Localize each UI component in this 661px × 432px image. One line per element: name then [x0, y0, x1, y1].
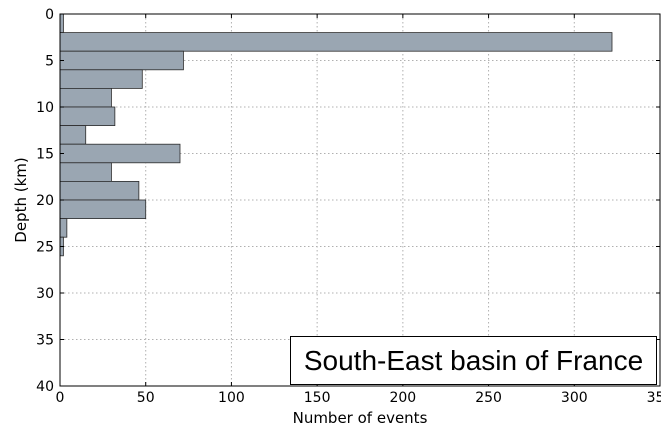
histogram-bar — [59, 180, 140, 201]
histogram-bar — [59, 13, 64, 34]
region-annotation-text: South-East basin of France — [303, 344, 644, 376]
x-tick-label: 200 — [389, 390, 416, 406]
histogram-bar — [59, 50, 184, 71]
y-tick-label: 25 — [36, 240, 54, 256]
y-tick-label: 30 — [36, 286, 54, 302]
histogram-bar — [59, 69, 143, 89]
x-tick-label: 300 — [561, 390, 588, 406]
y-tick-label: 0 — [45, 7, 54, 23]
histogram-bar — [59, 162, 112, 182]
histogram-bar — [59, 88, 112, 108]
histogram-bar — [59, 199, 147, 220]
histogram-bar — [59, 106, 116, 127]
x-tick-label: 250 — [475, 390, 502, 406]
y-tick-label: 10 — [36, 100, 54, 116]
ticks: 0 50 100 150 200 250 300 350 0 5 10 15 20 25 30 35 40 — [36, 7, 661, 406]
x-tick-label: 50 — [137, 390, 155, 406]
histogram-bar — [59, 125, 87, 145]
y-tick-label: 20 — [36, 193, 54, 209]
histogram-bar — [59, 218, 68, 238]
region-annotation-box: South-East basin of France — [290, 336, 657, 385]
histogram-bar — [59, 32, 613, 52]
x-tick-label: 150 — [304, 390, 331, 406]
histogram-bar — [59, 143, 181, 164]
x-tick-label: 350 — [647, 390, 661, 406]
y-axis-title: Depth (km) — [12, 157, 30, 242]
x-axis-title: Number of events — [293, 409, 428, 427]
y-tick-label: 5 — [45, 54, 54, 70]
y-tick-label: 35 — [36, 333, 54, 349]
x-tick-label: 100 — [218, 390, 245, 406]
x-tick-label: 0 — [56, 390, 65, 406]
bars — [59, 13, 613, 257]
y-tick-label: 40 — [36, 379, 54, 395]
y-tick-label: 15 — [36, 147, 54, 163]
